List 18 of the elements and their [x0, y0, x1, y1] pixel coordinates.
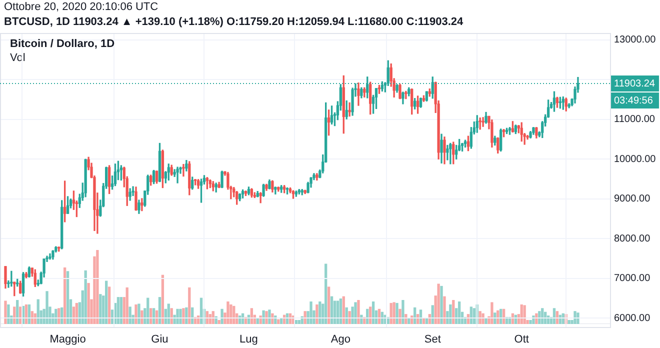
- y-tick-label: 10000.00: [614, 154, 656, 165]
- y-tick-label: 11000.00: [614, 114, 656, 126]
- y-tick-label: 9000.00: [614, 194, 651, 205]
- text: 03:49:56: [614, 95, 654, 106]
- x-tick-label: Ago: [330, 334, 350, 346]
- y-tick-label: 7000.00: [614, 273, 651, 284]
- ref-line-label: 11903.24: [614, 78, 656, 90]
- y-tick-label: 6000.00: [614, 312, 651, 324]
- chart-subtitle: BTCUSD, 1D 11903.24 ▲ +139.10 (+1.18%) O:11759.20 H:12059.94 L:11680.00 C:11903.24: [4, 16, 464, 28]
- x-tick-label: Set: [424, 334, 441, 346]
- y-tick-label: 8000.00: [614, 233, 651, 244]
- x-tick-label: Maggio: [50, 334, 86, 346]
- x-tick-label: Lug: [240, 334, 258, 346]
- text: Ottobre 20, 2020 20:10:06 UTC: [4, 1, 158, 13]
- x-tick-label: Ott: [514, 334, 529, 346]
- chart-title: Bitcoin / Dollaro, 1D: [10, 38, 115, 50]
- x-tick-label: Giu: [151, 334, 168, 346]
- y-tick-label: 13000.00: [614, 34, 656, 46]
